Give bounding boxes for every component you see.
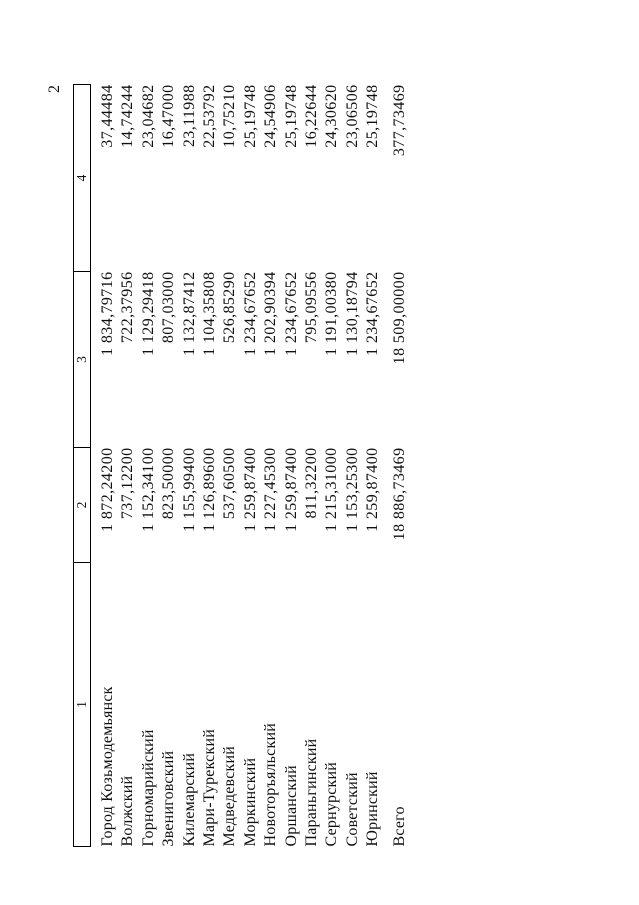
value-cell: 807,03000 xyxy=(160,271,178,344)
value-cell: 1 129,29418 xyxy=(139,271,157,356)
value-cell: 811,32200 xyxy=(303,447,321,519)
page-number: 2 xyxy=(46,85,63,93)
value-cell: 23,04682 xyxy=(139,84,157,148)
value-cell: 1 132,87412 xyxy=(180,271,198,356)
table-row: Мари-Турекский 1 126,89600 1 104,35808 2… xyxy=(200,85,220,847)
value-cell: 16,47000 xyxy=(160,84,178,148)
row-label: Горномарийский xyxy=(139,729,157,847)
table-row: Медведевский 537,60500 526,85290 10,7521… xyxy=(220,85,240,847)
value-cell: 1 259,87400 xyxy=(364,447,382,532)
table-row: Оршанский 1 259,87400 1 234,67652 25,197… xyxy=(282,85,302,847)
value-cell: 1 234,67652 xyxy=(241,271,259,356)
value-cell: 1 126,89600 xyxy=(201,447,219,532)
value-cell: 23,11988 xyxy=(180,84,198,148)
total-value-cell: 18 886,73469 xyxy=(390,447,408,541)
row-label: Звениговский xyxy=(160,750,178,847)
value-cell: 526,85290 xyxy=(221,271,239,344)
row-label: Мари-Турекский xyxy=(201,729,219,847)
table-row: Горномарийский 1 152,34100 1 129,29418 2… xyxy=(139,85,159,847)
value-cell: 1 104,35808 xyxy=(201,271,219,356)
row-label: Килемарский xyxy=(180,752,198,847)
value-cell: 25,19748 xyxy=(282,84,300,148)
value-cell: 10,75210 xyxy=(221,84,239,148)
value-cell: 1 153,25300 xyxy=(343,447,361,532)
row-label: Моркинский xyxy=(241,757,259,847)
table-row: Юринский 1 259,87400 1 234,67652 25,1974… xyxy=(363,85,383,847)
total-value-cell: 18 509,00000 xyxy=(390,271,408,365)
value-cell: 1 872,24200 xyxy=(99,447,116,532)
table-row: Параньгинский 811,32200 795,09556 16,226… xyxy=(302,85,322,847)
value-cell: 25,19748 xyxy=(241,84,259,148)
row-label: Медведевский xyxy=(221,745,239,847)
value-cell: 737,12200 xyxy=(119,447,137,520)
table-body: Город Козьмодемьянск 1 872,24200 1 834,7… xyxy=(91,85,411,847)
row-label: Юринский xyxy=(364,771,382,847)
value-cell: 22,53792 xyxy=(201,84,219,148)
value-cell: 37,44484 xyxy=(99,84,116,148)
value-cell: 1 259,87400 xyxy=(241,447,259,532)
row-label: Сернурский xyxy=(323,761,341,847)
row-label: Волжский xyxy=(119,775,137,847)
value-cell: 16,22644 xyxy=(303,84,321,148)
value-cell: 1 259,87400 xyxy=(282,447,300,532)
data-table: 1 2 3 4 Город Козьмодемьянск 1 872,24200… xyxy=(73,84,410,847)
value-cell: 1 155,99400 xyxy=(180,447,198,532)
value-cell: 1 202,90394 xyxy=(262,271,280,356)
row-label: Советский xyxy=(343,772,361,847)
value-cell: 24,30620 xyxy=(323,84,341,148)
value-cell: 25,19748 xyxy=(364,84,382,148)
table-row: Город Козьмодемьянск 1 872,24200 1 834,7… xyxy=(91,85,119,847)
table-row: Советский 1 153,25300 1 130,18794 23,065… xyxy=(343,85,363,847)
column-header-3: 3 xyxy=(73,271,91,448)
total-label: Всего xyxy=(390,806,408,847)
column-header-4: 4 xyxy=(73,84,91,272)
table-row: Моркинский 1 259,87400 1 234,67652 25,19… xyxy=(241,85,261,847)
row-label: Новоторъяльский xyxy=(262,723,280,847)
value-cell: 14,74244 xyxy=(119,84,137,148)
header-row: 1 2 3 4 xyxy=(73,84,91,847)
value-cell: 537,60500 xyxy=(221,447,239,520)
table-row: Сернурский 1 215,31000 1 191,00380 24,30… xyxy=(322,85,342,847)
value-cell: 1 130,18794 xyxy=(343,271,361,356)
value-cell: 1 191,00380 xyxy=(323,271,341,356)
value-cell: 1 234,67652 xyxy=(364,271,382,356)
value-cell: 23,06506 xyxy=(343,84,361,148)
table-row: Волжский 737,12200 722,37956 14,74244 xyxy=(118,85,138,847)
value-cell: 1 152,34100 xyxy=(139,447,157,532)
column-header-2: 2 xyxy=(73,447,91,563)
row-label: Оршанский xyxy=(282,765,300,847)
table-row: Звениговский 823,50000 807,03000 16,4700… xyxy=(159,85,179,847)
value-cell: 1 227,45300 xyxy=(262,447,280,532)
value-cell: 795,09556 xyxy=(303,271,321,344)
value-cell: 722,37956 xyxy=(119,271,137,344)
value-cell: 1 234,67652 xyxy=(282,271,300,356)
value-cell: 1 834,79716 xyxy=(99,271,116,356)
value-cell: 24,54906 xyxy=(262,84,280,148)
value-cell: 823,50000 xyxy=(160,447,178,520)
total-value-cell: 377,73469 xyxy=(390,84,408,157)
row-label: Город Козьмодемьянск xyxy=(99,686,116,847)
row-label: Параньгинский xyxy=(303,738,321,847)
value-cell: 1 215,31000 xyxy=(323,447,341,532)
table-row: Килемарский 1 155,99400 1 132,87412 23,1… xyxy=(180,85,200,847)
table-row: Новоторъяльский 1 227,45300 1 202,90394 … xyxy=(261,85,281,847)
column-header-1: 1 xyxy=(73,562,91,847)
total-row: Всего 18 886,73469 18 509,00000 377,7346… xyxy=(384,85,410,847)
table-header: 1 2 3 4 xyxy=(73,84,91,847)
